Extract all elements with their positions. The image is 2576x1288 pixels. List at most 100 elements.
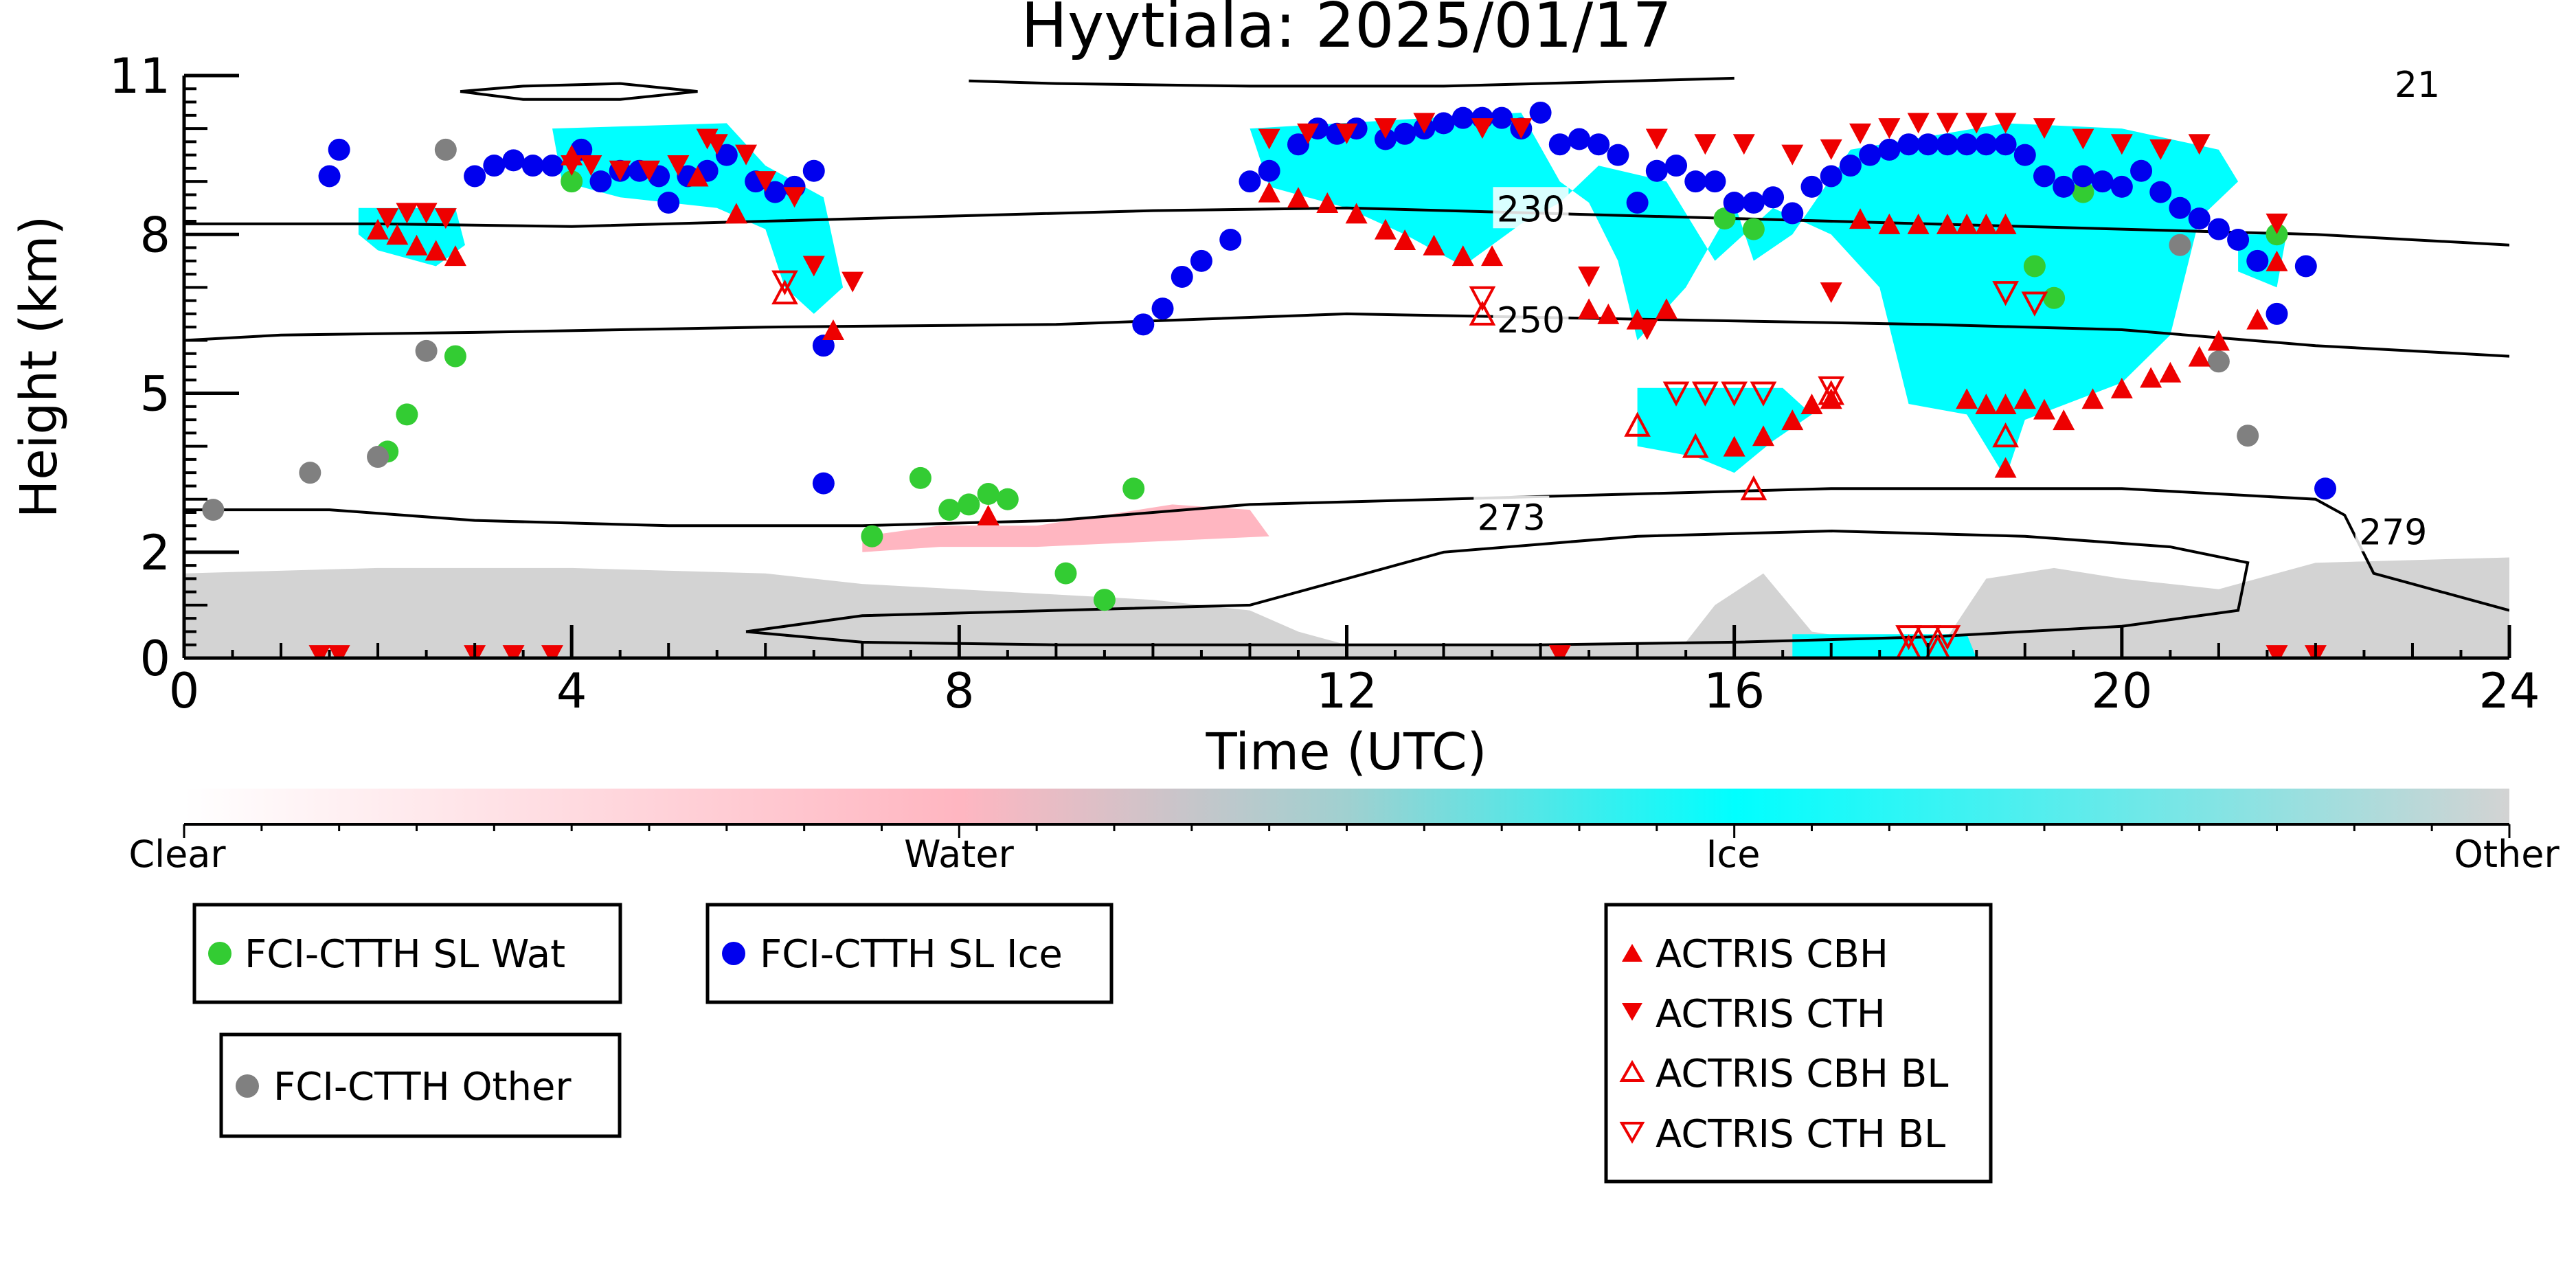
fci-ctth-sl-ice-point-65 [1994,133,2017,156]
actris-cbh-point-37 [1994,393,2017,414]
contour-line-210 [969,76,1735,88]
fci-ctth-sl-ice-point-45 [1607,144,1629,166]
actris-cbh-point-3 [425,240,447,261]
actris-cbh-point-0 [367,218,389,240]
fci-ctth-sl-ice-point-59 [1878,138,1901,161]
actris-cbh-point-34 [1994,213,2017,234]
legend-box-ice [705,903,1114,1004]
fci-ctth-other-point-4 [434,138,457,161]
actris-cbh-point-7 [725,203,747,224]
actris-cth-point-1 [396,203,418,224]
actris-cbh-point-20 [1597,303,1620,324]
actris-cbh-point-30 [1907,213,1930,234]
actris-cth-point-21 [1471,118,1493,139]
actris-cth-bl-point-0 [771,270,798,295]
fci-ctth-sl-ice-point-63 [1956,133,1978,156]
contour-line-250 [184,312,2509,358]
actris-cbh-point-12 [1316,192,1339,214]
legend-marker-other [236,1074,259,1098]
y-tick-label-8: 8 [139,207,170,263]
actris-cth-point-16 [1258,128,1280,150]
actris-cth-point-11 [735,144,758,166]
fci-ctth-sl-wat-point-7 [958,493,980,516]
fci-ctth-other-point-7 [2237,425,2259,447]
actris-cth-bl-point-6 [1992,281,2019,306]
legend-box-wat [192,903,622,1004]
fci-ctth-sl-ice-point-6 [541,155,563,177]
contour-line-279 [745,529,2250,646]
fci-ctth-sl-ice-point-64 [1975,133,1998,156]
actris-cbh-point-9 [977,504,999,526]
fci-ctth-sl-ice-point-34 [1394,122,1416,145]
actris-cbh-point-49 [1994,457,2017,478]
actris-cbh-point-23 [1723,436,1745,457]
actris-cbh-point-10 [1258,181,1280,203]
actris-cth-bl-point-1 [1662,381,1690,407]
fci-ctth-sl-wat-point-11 [1093,589,1116,611]
fci-ctth-sl-ice-point-48 [1665,155,1688,177]
actris-cth-point-47 [541,645,563,658]
actris-cth-bl-point-7 [2021,291,2048,317]
contour-line-closed-5 [460,82,698,101]
actris-cth-point-28 [1849,123,1872,144]
marker-layer [202,101,2337,658]
actris-cbh-point-2 [405,234,428,256]
actris-cth-point-33 [1994,113,2017,134]
actris-cbh-point-45 [2188,346,2211,367]
fci-ctth-sl-ice-point-69 [2072,165,2094,188]
chart-title: Hyytiala: 2025/01/17 [1021,0,1671,62]
actris-cbh-point-39 [2033,398,2055,420]
actris-cth-point-22 [1510,118,1533,139]
fci-ctth-sl-ice-point-24 [1171,265,1193,288]
fci-ctth-sl-ice-point-2 [464,165,486,188]
fci-ctth-sl-ice-point-43 [1568,128,1590,150]
actris-cth-point-5 [580,155,602,177]
fci-ctth-sl-ice-point-71 [2110,175,2133,198]
fci-ctth-sl-wat-point-10 [1054,562,1077,585]
x-tick-label-20: 20 [2091,663,2152,719]
actris-cbh-point-44 [2159,361,2182,383]
actris-cth-point-18 [1335,123,1358,144]
actris-cth-point-44 [328,645,350,658]
legend-marker-wat [208,942,231,965]
contour-label-bg-230 [1493,187,1569,229]
fci-ctth-sl-ice-point-4 [502,149,525,172]
fci-ctth-sl-ice-point-15 [715,144,738,166]
fci-ctth-sl-ice-point-50 [1704,170,1726,193]
contour-line-230 [184,206,2509,247]
actris-cth-point-32 [1965,113,1988,134]
legend-box-actris [1604,903,1993,1184]
actris-cth-point-36 [2110,134,2133,155]
actris-cbh-point-26 [1800,393,1823,414]
fci-ctth-sl-ice-point-53 [1762,186,1785,209]
fci-ctth-sl-ice-point-21 [812,335,835,357]
actris-cth-bl-point-2 [1692,381,1719,407]
actris-cth-point-4 [561,155,583,177]
contour-label-bg-21 [2380,63,2456,104]
water-region [862,504,1269,552]
x-tick-label-24: 24 [2478,663,2540,719]
fci-ctth-sl-ice-point-76 [2207,218,2230,240]
colorbar-label-water: Water [904,833,1014,876]
actris-cth-bl-point-5 [1818,376,1845,402]
fci-ctth-sl-ice-point-61 [1917,133,1939,156]
fci-ctth-sl-ice-point-78 [2246,249,2269,272]
contour-label-21: 21 [2395,65,2440,106]
actris-cbh-bl-point-2 [1682,433,1709,458]
y-axis-label: Height (km) [10,216,69,519]
actris-cth-point-31 [1936,113,1958,134]
fci-ctth-sl-wat-point-18 [2266,223,2288,246]
x-tick-label-16: 16 [1704,663,1765,719]
y-tick-label-2: 2 [139,525,170,581]
actris-cth-point-34 [2033,118,2055,139]
fci-ctth-sl-ice-point-54 [1781,202,1804,225]
contour-labels: 230 250 273 279 21 [1473,63,2456,554]
fci-ctth-sl-ice-point-37 [1451,106,1474,129]
actris-cbh-point-11 [1287,187,1309,208]
fci-ctth-sl-ice-point-19 [802,159,825,182]
actris-cbh-point-31 [1936,213,1958,234]
fci-ctth-sl-wat-point-12 [1122,477,1145,500]
actris-cbh-point-8 [822,319,844,341]
fci-ctth-sl-wat-point-15 [2023,255,2046,278]
fci-ctth-sl-wat-point-17 [2072,181,2094,203]
